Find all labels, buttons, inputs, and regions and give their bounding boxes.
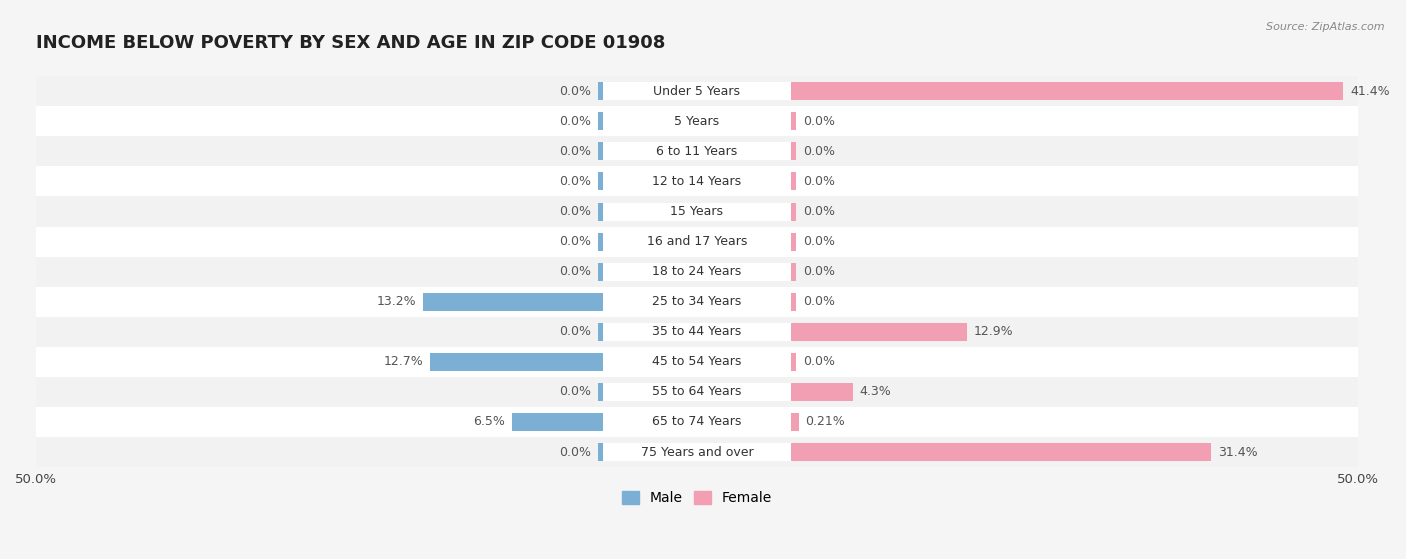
Bar (697, 323, 967, 341)
Text: Under 5 Years: Under 5 Years (654, 85, 741, 98)
Text: 65 to 74 Years: 65 to 74 Years (652, 415, 741, 428)
Text: 0.0%: 0.0% (803, 295, 835, 308)
Text: 6.5%: 6.5% (474, 415, 505, 428)
Bar (697, 202, 796, 221)
Text: 12 to 14 Years: 12 to 14 Years (652, 175, 741, 188)
Bar (598, 172, 697, 191)
Text: 0.0%: 0.0% (560, 235, 591, 248)
Bar (37, 437, 1358, 467)
Bar (603, 263, 792, 281)
Bar (603, 443, 792, 461)
Bar (37, 317, 1358, 347)
Bar (603, 233, 792, 250)
Text: 6 to 11 Years: 6 to 11 Years (657, 145, 738, 158)
Text: 18 to 24 Years: 18 to 24 Years (652, 265, 741, 278)
Bar (598, 143, 697, 160)
Bar (697, 263, 796, 281)
Bar (37, 136, 1358, 167)
Bar (37, 347, 1358, 377)
Text: 35 to 44 Years: 35 to 44 Years (652, 325, 741, 338)
Text: 12.9%: 12.9% (973, 325, 1012, 338)
Text: INCOME BELOW POVERTY BY SEX AND AGE IN ZIP CODE 01908: INCOME BELOW POVERTY BY SEX AND AGE IN Z… (37, 34, 665, 52)
Bar (37, 167, 1358, 197)
Text: 0.0%: 0.0% (560, 175, 591, 188)
Bar (598, 112, 697, 130)
Bar (697, 443, 1211, 461)
Text: 0.0%: 0.0% (803, 235, 835, 248)
Text: 12.7%: 12.7% (384, 356, 423, 368)
Text: 5 Years: 5 Years (675, 115, 720, 128)
Bar (603, 413, 792, 431)
Text: 45 to 54 Years: 45 to 54 Years (652, 356, 741, 368)
Bar (423, 293, 697, 311)
Text: 75 Years and over: 75 Years and over (641, 446, 754, 458)
Text: 0.0%: 0.0% (560, 446, 591, 458)
Bar (603, 172, 792, 191)
Bar (37, 106, 1358, 136)
Bar (430, 353, 697, 371)
Text: 55 to 64 Years: 55 to 64 Years (652, 385, 741, 399)
Text: 0.0%: 0.0% (560, 205, 591, 218)
Text: 0.21%: 0.21% (806, 415, 845, 428)
Bar (697, 383, 853, 401)
Bar (603, 82, 792, 100)
Bar (37, 407, 1358, 437)
Bar (598, 323, 697, 341)
Bar (697, 112, 796, 130)
Text: 0.0%: 0.0% (560, 385, 591, 399)
Bar (598, 443, 697, 461)
Bar (512, 413, 697, 431)
Text: 0.0%: 0.0% (560, 265, 591, 278)
Bar (697, 233, 796, 250)
Bar (603, 323, 792, 341)
Text: 0.0%: 0.0% (560, 145, 591, 158)
Bar (603, 202, 792, 221)
Text: 0.0%: 0.0% (803, 175, 835, 188)
Text: 4.3%: 4.3% (859, 385, 891, 399)
Text: 41.4%: 41.4% (1350, 85, 1389, 98)
Text: 0.0%: 0.0% (803, 115, 835, 128)
Text: Source: ZipAtlas.com: Source: ZipAtlas.com (1267, 22, 1385, 32)
Text: 15 Years: 15 Years (671, 205, 724, 218)
Bar (697, 143, 796, 160)
Text: 0.0%: 0.0% (560, 115, 591, 128)
Bar (697, 413, 799, 431)
Text: 25 to 34 Years: 25 to 34 Years (652, 295, 741, 308)
Bar (37, 226, 1358, 257)
Text: 0.0%: 0.0% (560, 325, 591, 338)
Bar (697, 353, 796, 371)
Bar (598, 233, 697, 250)
Text: 0.0%: 0.0% (560, 85, 591, 98)
Legend: Male, Female: Male, Female (616, 486, 778, 511)
Bar (697, 293, 796, 311)
Bar (37, 257, 1358, 287)
Bar (37, 197, 1358, 226)
Bar (697, 82, 1343, 100)
Bar (598, 263, 697, 281)
Text: 0.0%: 0.0% (803, 145, 835, 158)
Bar (697, 172, 796, 191)
Text: 16 and 17 Years: 16 and 17 Years (647, 235, 747, 248)
Bar (603, 353, 792, 371)
Text: 0.0%: 0.0% (803, 205, 835, 218)
Text: 0.0%: 0.0% (803, 356, 835, 368)
Text: 0.0%: 0.0% (803, 265, 835, 278)
Bar (37, 76, 1358, 106)
Text: 31.4%: 31.4% (1218, 446, 1257, 458)
Bar (603, 293, 792, 311)
Bar (598, 82, 697, 100)
Text: 13.2%: 13.2% (377, 295, 416, 308)
Bar (598, 383, 697, 401)
Bar (37, 377, 1358, 407)
Bar (603, 383, 792, 401)
Bar (37, 287, 1358, 317)
Bar (603, 112, 792, 130)
Bar (598, 202, 697, 221)
Bar (603, 143, 792, 160)
